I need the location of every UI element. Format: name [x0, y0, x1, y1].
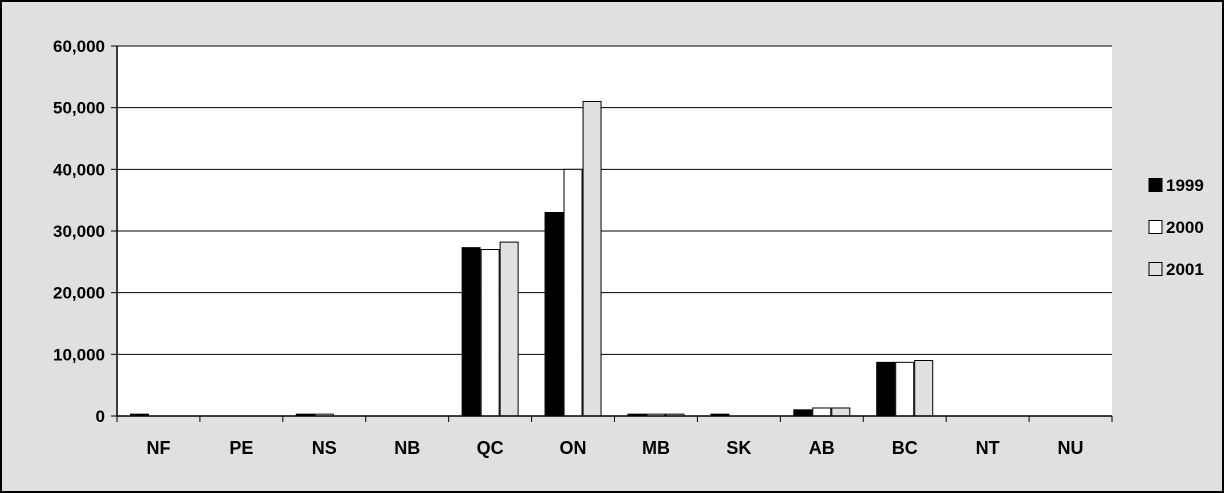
x-tick-label: NB: [394, 438, 420, 458]
y-tick-label: 20,000: [53, 284, 105, 303]
legend-label-1999: 1999: [1166, 176, 1204, 195]
bar-1999-QC: [461, 247, 481, 417]
bar-2000-ON: [563, 168, 583, 417]
x-tick-label: QC: [477, 438, 504, 458]
legend-swatch-2000: [1148, 220, 1163, 234]
legend-label-2001: 2001: [1166, 260, 1204, 279]
legend-swatch-1999: [1148, 178, 1163, 192]
y-tick-label: 50,000: [53, 99, 105, 118]
bars: [129, 101, 934, 417]
y-tick-label: 40,000: [53, 160, 105, 179]
x-tick-label: SK: [726, 438, 751, 458]
x-tick-label: ON: [560, 438, 587, 458]
x-tick-label: PE: [229, 438, 253, 458]
y-tick-label: 60,000: [53, 37, 105, 56]
x-tick-label: NF: [146, 438, 170, 458]
x-tick-labels: NF PE NS NB QC ON MB SK AB BC NT NU: [146, 438, 1083, 458]
x-tick-label: NU: [1058, 438, 1084, 458]
x-tick-label: NT: [976, 438, 1000, 458]
bar-2001-ON: [582, 101, 602, 417]
bar-2000-QC: [480, 249, 500, 417]
legend: 1999 2000 2001: [1148, 176, 1204, 279]
bar-2000-BC: [895, 361, 915, 417]
axes: [116, 46, 1113, 422]
legend-swatch-2001: [1148, 262, 1163, 276]
bar-2001-AB: [831, 407, 851, 417]
x-tick-label: NS: [312, 438, 337, 458]
y-tick-label: 0: [96, 407, 105, 426]
bar-2001-QC: [499, 241, 519, 417]
legend-label-2000: 2000: [1166, 218, 1204, 237]
gridlines: [111, 45, 1112, 417]
y-tick-label: 10,000: [53, 345, 105, 364]
x-tick-label: MB: [642, 438, 670, 458]
bar-1999-BC: [876, 361, 896, 417]
x-tick-label: AB: [809, 438, 835, 458]
bar-1999-AB: [793, 409, 813, 417]
bar-2000-AB: [812, 407, 832, 417]
bar-2001-BC: [914, 360, 934, 417]
x-tick-label: BC: [892, 438, 918, 458]
y-tick-label: 30,000: [53, 222, 105, 241]
bar-1999-ON: [544, 212, 564, 417]
y-tick-labels: 0 10,000 20,000 30,000 40,000 50,000 60,000: [53, 37, 105, 426]
